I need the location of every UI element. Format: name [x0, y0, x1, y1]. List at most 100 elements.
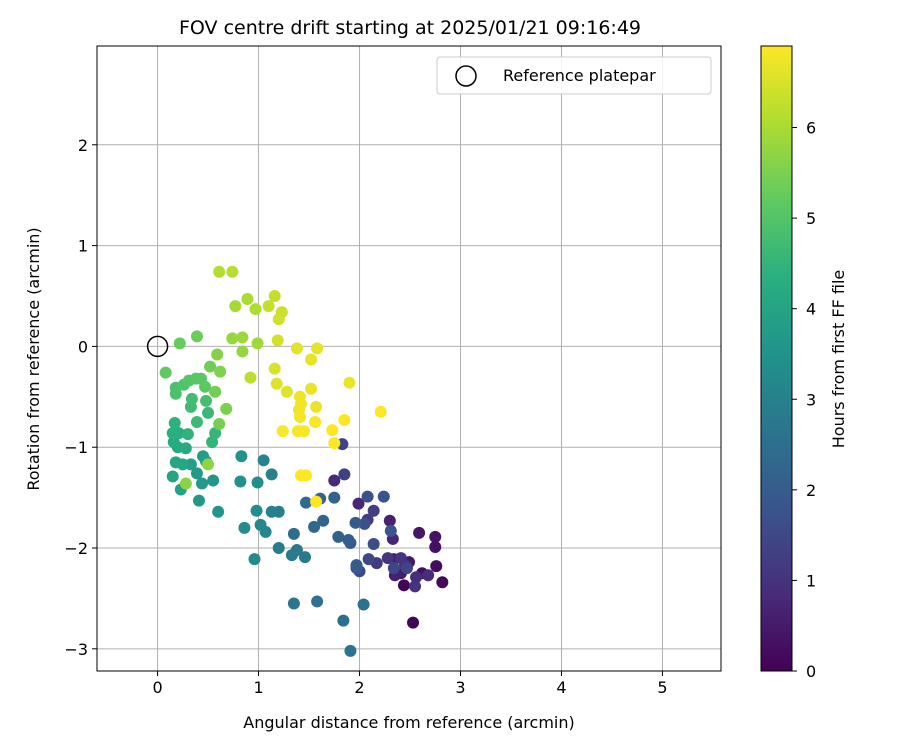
data-point [290, 342, 303, 355]
data-point [299, 551, 311, 564]
data-point [212, 505, 225, 518]
data-point [190, 467, 203, 480]
data-point [202, 406, 215, 419]
data-point [211, 348, 224, 361]
x-tick-label: 4 [556, 678, 566, 697]
data-point [257, 454, 270, 467]
data-point [349, 516, 362, 529]
data-point [236, 345, 249, 358]
data-point [166, 470, 179, 483]
colorbar-tick-label: 0 [806, 662, 816, 681]
legend: Reference platepar [436, 56, 712, 95]
data-point [226, 265, 239, 278]
data-point [241, 293, 254, 306]
data-point [293, 410, 306, 423]
data-point [429, 541, 442, 554]
data-point [181, 428, 194, 441]
data-point [362, 553, 375, 566]
data-point [202, 458, 215, 471]
data-point [200, 394, 213, 407]
data-point [300, 496, 313, 509]
data-point [310, 400, 323, 413]
data-points [159, 265, 449, 657]
data-point [168, 417, 181, 430]
data-point [169, 387, 182, 400]
data-point [265, 468, 278, 481]
data-point [430, 560, 443, 573]
data-point [209, 385, 222, 398]
data-point [367, 504, 380, 517]
data-point [317, 514, 330, 527]
x-tick-label: 5 [657, 678, 667, 697]
data-point [300, 469, 313, 482]
data-point [374, 405, 387, 418]
data-point [167, 436, 180, 449]
data-point [173, 337, 186, 350]
data-point [229, 300, 242, 313]
data-point [214, 365, 227, 378]
data-point [429, 530, 442, 543]
x-tick-label: 0 [152, 678, 162, 697]
data-point [310, 495, 323, 508]
reference-marker [146, 335, 169, 358]
data-point [226, 332, 239, 345]
reference-marker-group [146, 335, 169, 358]
colorbar-label: Hours from first FF file [829, 270, 848, 449]
data-point [337, 614, 350, 627]
legend-label: Reference platepar [503, 66, 656, 85]
data-point [407, 616, 420, 629]
data-point [328, 474, 341, 487]
x-tick-label: 3 [455, 678, 465, 697]
data-point [308, 520, 321, 533]
x-axis-label: Angular distance from reference (arcmin) [243, 713, 574, 732]
data-point [213, 265, 226, 278]
data-point [268, 362, 281, 375]
data-point [410, 571, 423, 584]
data-point [394, 552, 407, 565]
data-point [377, 490, 390, 503]
data-point [244, 371, 257, 384]
colorbar: 0 1 2 3 4 5 6 Hours from first FF file [760, 45, 848, 681]
colorbar-gradient [760, 45, 793, 672]
data-point [297, 425, 310, 438]
data-point [338, 413, 351, 426]
data-point [271, 334, 284, 347]
data-point [235, 450, 248, 463]
x-tick-label: 1 [253, 678, 263, 697]
data-point [254, 518, 267, 531]
data-point [287, 527, 300, 540]
data-point [204, 360, 217, 373]
data-point [179, 477, 192, 490]
colorbar-tick-label: 3 [806, 390, 816, 409]
data-point [262, 300, 275, 313]
data-point [251, 337, 264, 350]
colorbar-tick-label: 2 [806, 481, 816, 500]
data-point [397, 579, 410, 592]
y-tick-label: −3 [64, 640, 88, 659]
y-tick-label: −2 [64, 539, 88, 558]
data-point [409, 580, 422, 593]
colorbar-ticks: 0 1 2 3 4 5 6 [792, 119, 816, 681]
data-point [248, 553, 261, 566]
data-point [190, 330, 203, 343]
y-ticks: −3 −2 −1 0 1 2 [64, 136, 97, 659]
data-point [280, 385, 293, 398]
data-point [328, 491, 341, 504]
data-point [270, 377, 283, 390]
data-point [383, 514, 396, 527]
data-point [344, 644, 357, 657]
data-point [384, 524, 397, 537]
data-point [436, 576, 449, 589]
data-point [206, 436, 219, 449]
data-point [213, 418, 226, 431]
y-tick-label: 1 [78, 237, 88, 256]
data-point [413, 526, 426, 539]
data-point [287, 597, 300, 610]
data-point [192, 494, 205, 507]
data-point [272, 542, 285, 555]
data-point [207, 474, 220, 487]
data-point [236, 331, 249, 344]
y-axis-label: Rotation from reference (arcmin) [24, 227, 43, 490]
data-point [238, 521, 251, 534]
